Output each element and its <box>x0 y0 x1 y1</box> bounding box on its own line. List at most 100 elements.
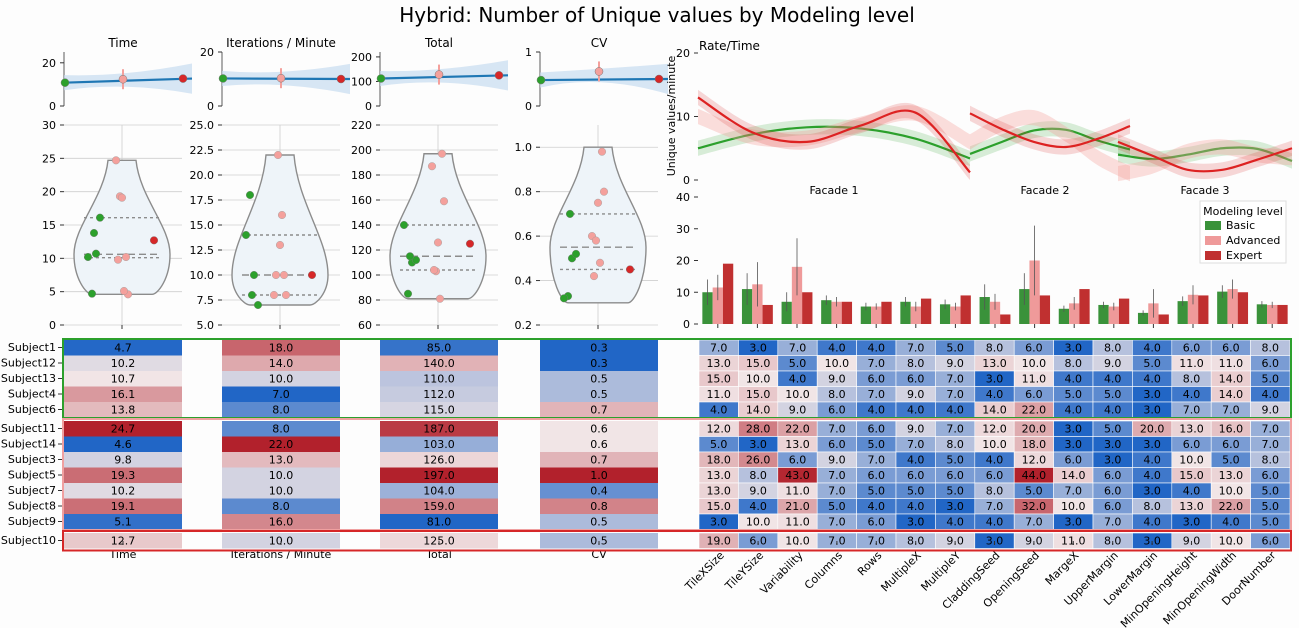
y-tick-label: 5 <box>49 286 56 299</box>
cell-value: 5.1 <box>114 516 132 529</box>
cell-value: 5.0 <box>946 485 964 498</box>
parameter-column-label: Rows <box>855 549 885 579</box>
advanced-point <box>117 193 126 202</box>
cell-value: 22.0 <box>269 438 294 451</box>
heatmap-cell <box>64 467 182 483</box>
bar-expert <box>762 304 773 324</box>
cell-value: 18.0 <box>706 454 731 467</box>
y-tick-label: 40 <box>676 191 690 204</box>
y-tick-label: 0 <box>207 100 214 113</box>
cell-value: 13.8 <box>111 404 136 417</box>
cell-value: 3.0 <box>1104 438 1122 451</box>
series-line <box>1117 146 1293 162</box>
heatmap-cell <box>64 498 182 514</box>
parameter-column-label: MinOpeningWidth <box>1161 549 1239 627</box>
cell-value: 10.0 <box>269 469 294 482</box>
advanced-point <box>600 187 609 196</box>
advanced-point <box>436 294 445 303</box>
cell-value: 9.0 <box>907 388 925 401</box>
heatmap-cell <box>380 340 498 356</box>
cell-value: 7.0 <box>868 388 886 401</box>
y-tick-label: 10 <box>42 252 56 265</box>
cell-value: 0.5 <box>590 388 608 401</box>
y-tick-label: 1 <box>525 46 532 59</box>
cell-value: 5.0 <box>1104 423 1122 436</box>
cell-value: 7.0 <box>828 516 846 529</box>
advanced-mean-point <box>276 73 286 83</box>
cell-value: 18.0 <box>1022 438 1047 451</box>
cell-value: 5.0 <box>710 438 728 451</box>
regression-panel-title: CV <box>591 36 608 50</box>
cell-value: 3.0 <box>986 373 1004 386</box>
cell-value: 13.0 <box>1219 469 1244 482</box>
bar-basic <box>821 300 832 324</box>
cell-value: 26.0 <box>746 454 771 467</box>
cell-value: 11.0 <box>1022 373 1047 386</box>
bar-advanced <box>950 306 961 324</box>
cell-value: 4.0 <box>1143 342 1161 355</box>
subject-label: Subject10 <box>1 534 56 547</box>
cell-value: 4.0 <box>1065 373 1083 386</box>
y-tick-label: 80 <box>358 294 372 307</box>
bar-advanced <box>1227 289 1238 324</box>
advanced-mean-point <box>118 74 128 84</box>
cell-value: 4.0 <box>749 500 767 513</box>
y-tick-label: 15 <box>42 219 56 232</box>
cell-value: 7.0 <box>1222 404 1240 417</box>
segment-label: Facade 3 <box>1180 184 1229 197</box>
basic-point <box>572 249 581 258</box>
cell-value: 0.6 <box>590 438 608 451</box>
bar-expert <box>1198 295 1209 324</box>
heatmap-cell <box>380 371 498 387</box>
y-tick-label: 20 <box>42 186 56 199</box>
cell-value: 28.0 <box>746 423 771 436</box>
cell-value: 8.0 <box>986 342 1004 355</box>
cell-value: 4.0 <box>1143 373 1161 386</box>
cell-value: 7.0 <box>1262 438 1280 451</box>
advanced-point <box>440 197 449 206</box>
legend-swatch <box>1205 251 1221 260</box>
cell-value: 7.0 <box>828 485 846 498</box>
bar-advanced <box>1267 304 1278 324</box>
cell-value: 3.0 <box>749 342 767 355</box>
y-tick-label: 20.0 <box>190 169 215 182</box>
basic-point <box>400 220 409 229</box>
cell-value: 6.0 <box>1183 342 1201 355</box>
heatmap-cell <box>222 533 340 549</box>
heatmap-cell <box>380 452 498 468</box>
cell-value: 13.0 <box>1179 500 1204 513</box>
cell-value: 6.0 <box>868 423 886 436</box>
heatmap-cell <box>380 467 498 483</box>
cell-value: 4.0 <box>907 500 925 513</box>
heatmap-cell <box>380 483 498 499</box>
violin-panels: 0 5 10 15 20 25 30 5.0 7.5 10.0 12.5 15.0 17.5 20.0 22… <box>42 119 658 332</box>
regression-line <box>221 77 351 81</box>
expert-point <box>308 271 317 280</box>
basic-point <box>406 252 415 261</box>
y-tick-label: 10 <box>676 111 690 124</box>
violin-body <box>73 159 171 296</box>
cell-value: 4.0 <box>1104 373 1122 386</box>
advanced-mean-point <box>434 70 444 79</box>
bar-basic <box>1256 304 1268 324</box>
legend-label: Expert <box>1226 249 1263 262</box>
heatmap-cell <box>64 421 182 437</box>
cell-value: 3.0 <box>1065 342 1083 355</box>
cell-value: 10.2 <box>111 485 136 498</box>
cell-value: 7.0 <box>1065 485 1083 498</box>
cell-value: 7.0 <box>828 423 846 436</box>
heatmap-cell <box>64 402 182 418</box>
heatmap-cell <box>540 514 658 530</box>
cell-value: 4.0 <box>946 404 964 417</box>
y-tick-label: 7.5 <box>197 294 215 307</box>
heatmap-cell <box>64 483 182 499</box>
parameter-column-label: MargeX <box>1043 549 1082 588</box>
cell-value: 9.0 <box>789 404 807 417</box>
cell-value: 4.0 <box>1143 454 1161 467</box>
cell-value: 3.0 <box>1143 404 1161 417</box>
bar-expert <box>1277 304 1288 324</box>
bar-basic <box>1137 312 1149 324</box>
cell-value: 3.0 <box>1065 438 1083 451</box>
cell-value: 10.0 <box>746 516 771 529</box>
cell-value: 0.6 <box>590 423 608 436</box>
